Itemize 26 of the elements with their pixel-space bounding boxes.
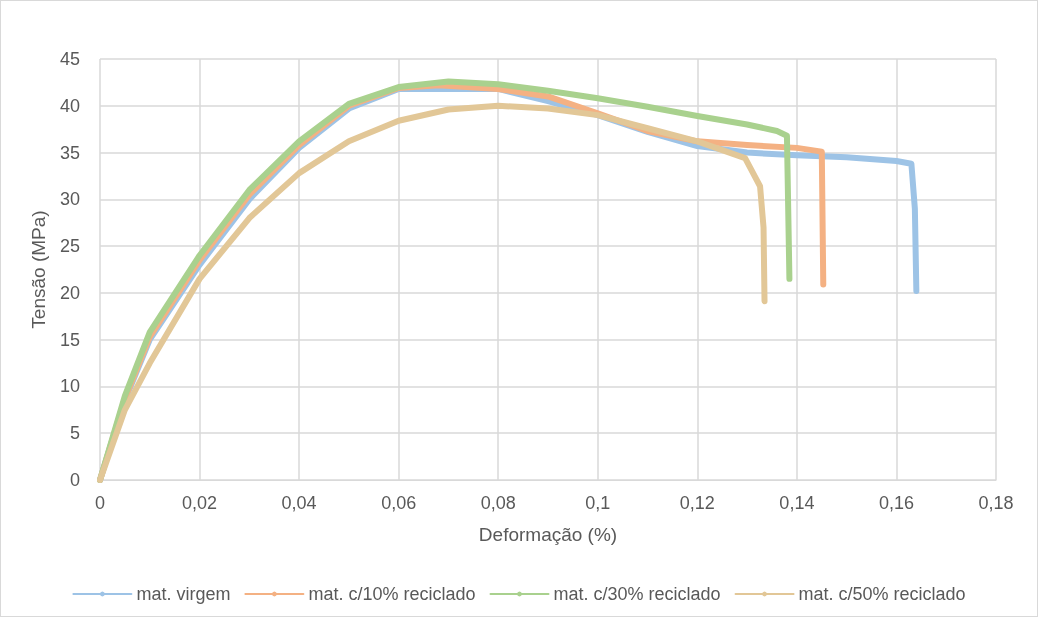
x-tick-label: 0,18: [978, 493, 1014, 513]
x-tick-label: 0,08: [480, 493, 516, 513]
x-axis-title: Deformação (%): [478, 524, 618, 545]
y-tick-label: 20: [59, 282, 80, 303]
x-tick-label: 0,14: [779, 493, 815, 513]
x-tick-label: 0,12: [679, 493, 715, 513]
legend-label: mat. virgem: [136, 584, 231, 604]
y-tick-label: 5: [69, 423, 80, 444]
y-tick-label: 30: [59, 189, 80, 210]
legend-label: mat. c/50% reciclado: [798, 584, 966, 604]
y-tick-label: 15: [59, 329, 80, 350]
x-tick-label: 0,06: [381, 493, 417, 513]
legend-label: mat. c/10% reciclado: [308, 584, 476, 604]
y-tick-label: 0: [69, 470, 80, 490]
y-tick-label: 35: [59, 142, 80, 163]
y-axis-title: Tensão (MPa): [28, 210, 49, 329]
y-tick-label: 45: [59, 49, 80, 69]
y-tick-label: 25: [59, 236, 80, 257]
x-tick-label: 0,02: [182, 493, 218, 513]
y-tick-label: 10: [59, 376, 80, 397]
x-tick-label: 0,16: [878, 493, 914, 513]
legend-label: mat. c/30% reciclado: [553, 584, 721, 604]
x-tick-label: 0: [94, 493, 106, 513]
x-tick-label: 0,1: [585, 493, 611, 513]
x-tick-label: 0,04: [281, 493, 317, 513]
y-tick-label: 40: [59, 95, 80, 116]
